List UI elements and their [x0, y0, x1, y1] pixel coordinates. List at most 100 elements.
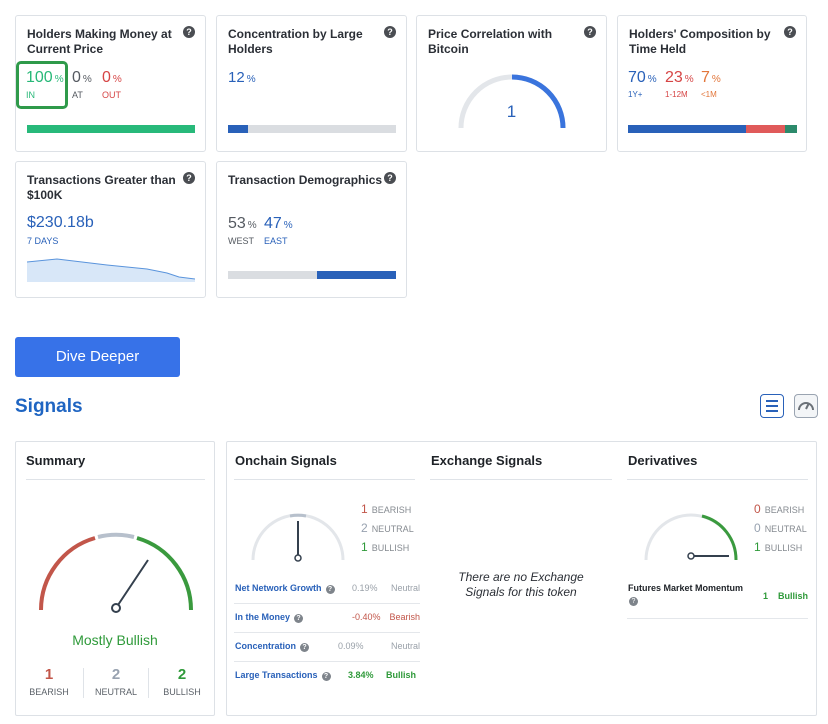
concentration-bar [228, 125, 396, 133]
onchain-bearish-legend: 1 BEARISH [361, 502, 412, 516]
onchain-bullish-legend: 1 BULLISH [361, 540, 410, 554]
west-label: WEST [228, 236, 254, 246]
onchain-neutral-legend: 2 NEUTRAL [361, 521, 414, 535]
at-label: AT [72, 90, 83, 100]
signal-label: Large Transactions [235, 670, 318, 680]
signal-status: Bullish [777, 591, 808, 601]
help-icon[interactable]: ? [384, 26, 396, 38]
signal-row-large-transactions[interactable]: Large Transactions? 3.84% Bullish [234, 662, 420, 691]
concentration-card: Concentration by Large Holders ? 12% [216, 15, 407, 152]
correlation-gauge [458, 74, 566, 129]
composition-short-value: 7% [701, 69, 721, 86]
derivatives-neutral-legend: 0 NEUTRAL [754, 521, 807, 535]
west-value: 53% [228, 215, 257, 232]
concentration-value: 12% [228, 69, 256, 86]
card-title: Transactions Greater than $100K [27, 173, 176, 202]
help-icon[interactable]: ? [584, 26, 596, 38]
signal-status: Bullish [385, 670, 416, 680]
large-tx-label: 7 DAYS [27, 236, 59, 246]
at-value: 0% [72, 69, 92, 86]
summary-bullish-label: BULLISH [163, 687, 201, 697]
card-title: Holders Making Money at Current Price [27, 27, 172, 56]
help-icon[interactable]: ? [300, 643, 310, 652]
derivatives-divider [627, 479, 808, 480]
east-value: 47% [264, 215, 293, 232]
large-tx-sparkline [27, 258, 195, 282]
composition-bar-segment [785, 125, 797, 133]
help-icon[interactable]: ? [183, 26, 195, 38]
summary-separator [83, 668, 84, 698]
derivatives-bullish-legend: 1 BULLISH [754, 540, 803, 554]
summary-verdict: Mostly Bullish [72, 632, 158, 648]
gauge-view-button[interactable] [794, 394, 818, 418]
card-title: Holders' Composition by Time Held [629, 27, 771, 56]
signal-row-concentration[interactable]: Concentration? 0.09% Neutral [234, 633, 420, 662]
signal-label: Futures Market Momentum [628, 583, 744, 593]
in-money-bar [27, 125, 195, 133]
exchange-divider [430, 479, 612, 480]
help-icon[interactable]: ? [629, 597, 638, 606]
exchange-title: Exchange Signals [431, 453, 543, 468]
out-label: OUT [102, 90, 121, 100]
signal-row-futures-momentum[interactable]: Futures Market Momentum ? 1 Bullish [627, 583, 808, 619]
holders-money-card: Holders Making Money at Current Price ? … [15, 15, 206, 152]
help-icon[interactable]: ? [183, 172, 195, 184]
summary-bearish-count: 1 [44, 666, 54, 683]
signals-title: Signals [15, 396, 83, 417]
composition-long-value: 70% [628, 69, 657, 86]
signal-value: 1 [763, 591, 769, 601]
signal-label: In the Money [235, 612, 291, 622]
in-value: 100% [26, 69, 64, 86]
in-label: IN [26, 90, 35, 100]
demographics-bar [228, 271, 396, 279]
card-title: Transaction Demographics [228, 173, 383, 187]
composition-short-label: <1M [701, 90, 717, 99]
out-value: 0% [102, 69, 122, 86]
signal-value: 3.84% [348, 670, 374, 680]
signal-status: Neutral [390, 583, 420, 593]
in-highlight-box [16, 61, 68, 109]
composition-long-label: 1Y+ [628, 90, 643, 99]
composition-bar-segment [628, 125, 747, 133]
list-icon [766, 400, 778, 412]
demographics-card: Transaction Demographics ? 53% WEST 47% … [216, 161, 407, 298]
onchain-divider [234, 479, 415, 480]
concentration-bar-fill [228, 125, 249, 133]
exchange-empty-message: There are no Exchange Signals for this t… [458, 570, 584, 599]
help-icon[interactable]: ? [384, 172, 396, 184]
summary-title: Summary [26, 453, 86, 468]
help-icon[interactable]: ? [294, 614, 304, 623]
summary-neutral-count: 2 [111, 666, 121, 683]
large-tx-card: Transactions Greater than $100K ? $230.1… [15, 161, 206, 298]
speedometer-icon [798, 402, 814, 411]
signal-status: Bearish [389, 612, 420, 622]
east-bar-fill [317, 271, 396, 279]
signal-row-in-the-money[interactable]: In the Money? -0.40% Bearish [234, 604, 420, 633]
correlation-value: 1 [506, 102, 517, 121]
summary-neutral-label: NEUTRAL [94, 687, 137, 697]
composition-mid-value: 23% [665, 69, 694, 86]
signal-value: 0.09% [338, 641, 364, 651]
derivatives-bearish-legend: 0 BEARISH [754, 502, 805, 516]
signal-value: 0.19% [352, 583, 378, 593]
signal-label: Concentration [235, 641, 297, 651]
large-tx-value: $230.18b [27, 214, 94, 231]
help-icon[interactable]: ? [325, 585, 335, 594]
summary-bullish-count: 2 [177, 666, 187, 683]
signal-value: -0.40% [352, 612, 381, 622]
list-view-button[interactable] [760, 394, 784, 418]
composition-bar-segment [746, 125, 786, 133]
signal-row-net-network-growth[interactable]: Net Network Growth? 0.19% Neutral [234, 575, 420, 604]
onchain-title: Onchain Signals [235, 453, 337, 468]
btc-correlation-card: Price Correlation with Bitcoin ? 1 [416, 15, 607, 152]
summary-separator [148, 668, 149, 698]
composition-card: Holders' Composition by Time Held ? 70% … [617, 15, 807, 152]
signals-panel [226, 441, 817, 716]
dive-deeper-button[interactable]: Dive Deeper [15, 337, 180, 377]
help-icon[interactable]: ? [321, 672, 331, 681]
help-icon[interactable]: ? [784, 26, 796, 38]
signal-status: Neutral [390, 641, 420, 651]
summary-bearish-label: BEARISH [29, 687, 69, 697]
composition-mid-label: 1-12M [665, 90, 688, 99]
summary-gauge [39, 532, 193, 613]
